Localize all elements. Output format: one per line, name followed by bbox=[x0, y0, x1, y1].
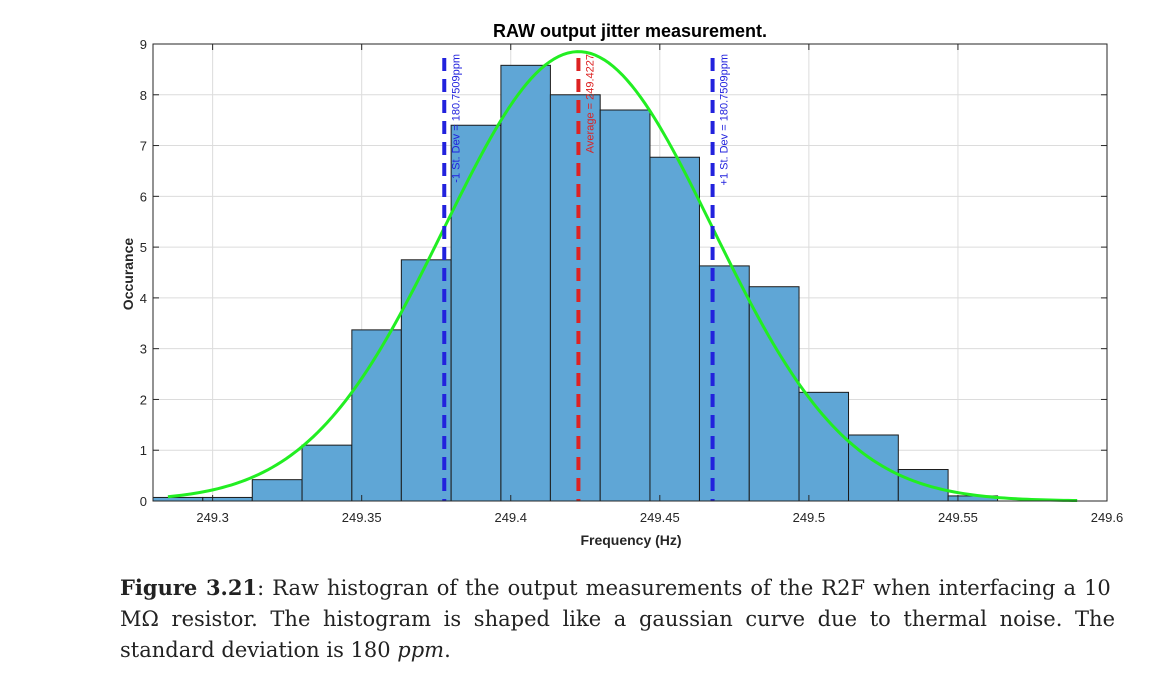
y-tick-label: 4 bbox=[140, 291, 147, 306]
histogram-bar bbox=[748, 286, 800, 502]
x-tick-label: 249.45 bbox=[640, 510, 680, 525]
caption-ppm: ppm bbox=[397, 638, 445, 662]
y-tick-label: 3 bbox=[140, 342, 147, 357]
plot-frame bbox=[152, 43, 1108, 502]
figure-caption: Figure 3.21: Raw histogran of the output… bbox=[120, 572, 1115, 666]
histogram-bar bbox=[251, 479, 303, 502]
caption-text-2: resistor. The histogram is shaped like a… bbox=[120, 607, 1115, 662]
y-tick-label: 5 bbox=[140, 240, 147, 255]
chart-title: RAW output jitter measurement. bbox=[493, 21, 767, 41]
y-tick-label: 8 bbox=[140, 88, 147, 103]
x-tick-label: 249.4 bbox=[494, 510, 527, 525]
histogram-bar bbox=[848, 434, 899, 502]
caption-end: . bbox=[444, 638, 451, 662]
x-axis-ticks: 249.3 249.35 249.4 249.45 249.5 249.55 249.6 bbox=[196, 44, 1123, 525]
y-tick-label: 9 bbox=[140, 37, 147, 52]
reference-line-label: Average = 249.4227 bbox=[584, 54, 596, 153]
x-tick-label: 249.3 bbox=[196, 510, 229, 525]
reference-lines: -1 St. Dev = 180.7509ppm Average = 249.42… bbox=[442, 54, 731, 501]
caption-figure-label: Figure 3.21 bbox=[120, 575, 258, 600]
histogram-chart: -1 St. Dev = 180.7509ppm Average = 249.42… bbox=[120, 21, 1123, 548]
x-tick-label: 249.5 bbox=[793, 510, 826, 525]
gaussian-fit-curve bbox=[167, 50, 1078, 503]
gaussian-curve bbox=[167, 50, 1078, 503]
histogram-bar bbox=[202, 496, 253, 502]
caption-text-1: : Raw histogran of the output measuremen… bbox=[257, 576, 1115, 600]
histogram-bars bbox=[152, 64, 999, 502]
y-tick-label: 6 bbox=[140, 189, 147, 204]
histogram-bar bbox=[649, 156, 700, 502]
y-axis-ticks: 0 1 2 3 4 5 6 7 8 9 bbox=[140, 37, 1107, 509]
histogram-bar bbox=[599, 109, 651, 502]
histogram-bar bbox=[549, 94, 601, 502]
reference-line-label: +1 St. Dev = 180.7509ppm bbox=[719, 54, 731, 185]
histogram-bar bbox=[301, 444, 353, 502]
y-tick-label: 0 bbox=[140, 494, 147, 509]
y-tick-label: 1 bbox=[140, 443, 147, 458]
x-axis-label: Frequency (Hz) bbox=[580, 532, 681, 548]
y-tick-label: 2 bbox=[140, 392, 147, 407]
x-tick-label: 249.55 bbox=[938, 510, 978, 525]
histogram-bar bbox=[450, 124, 502, 502]
reference-line-label: -1 St. Dev = 180.7509ppm bbox=[450, 54, 462, 183]
x-tick-label: 249.35 bbox=[342, 510, 382, 525]
y-tick-label: 7 bbox=[140, 139, 147, 154]
caption-unit: MΩ bbox=[120, 607, 159, 631]
histogram-bar bbox=[798, 391, 850, 502]
y-axis-label: Occurance bbox=[120, 238, 136, 311]
x-tick-label: 249.6 bbox=[1091, 510, 1124, 525]
histogram-bar bbox=[500, 64, 551, 502]
histogram-bar bbox=[351, 329, 402, 502]
histogram-bar bbox=[698, 265, 750, 502]
histogram-bar bbox=[152, 496, 204, 502]
